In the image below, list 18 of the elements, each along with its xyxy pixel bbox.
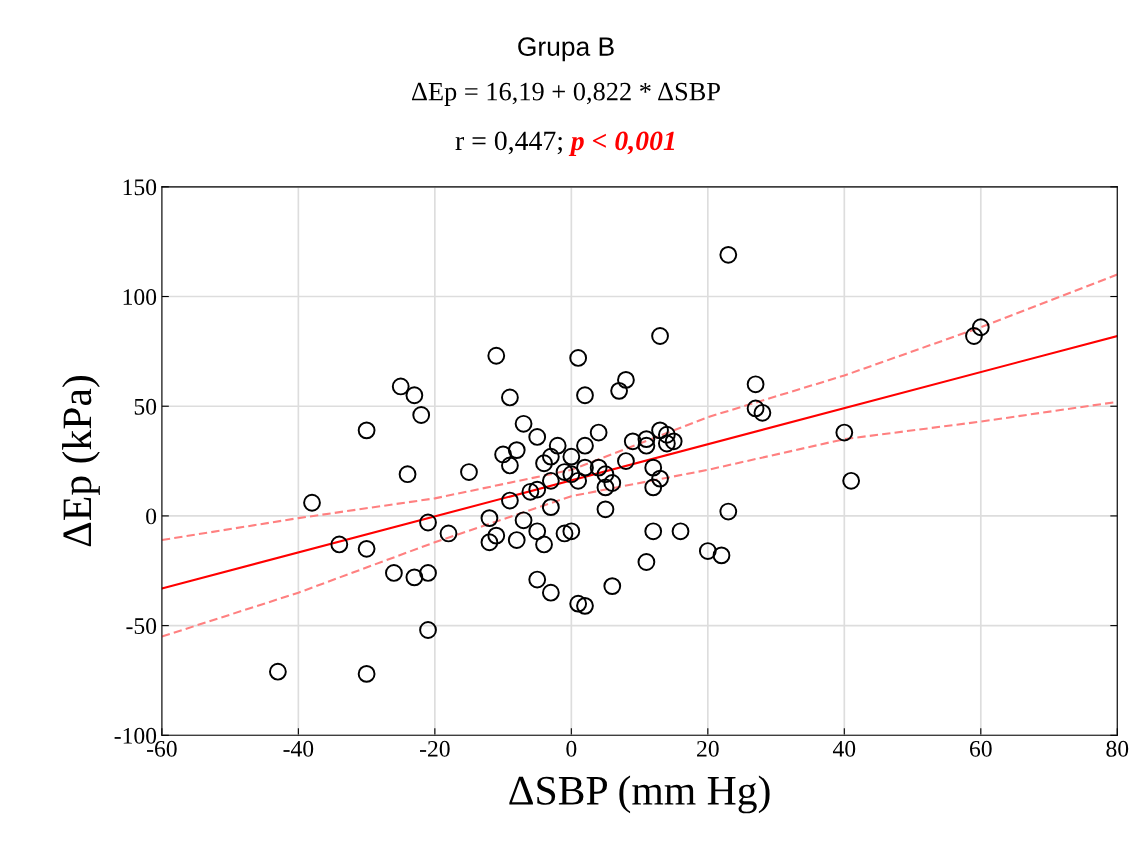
- x-tick-label: -40: [283, 740, 314, 757]
- y-tick-label: 0: [146, 508, 157, 525]
- y-tick-label: -50: [126, 618, 157, 635]
- x-tick-label: 80: [1106, 740, 1129, 757]
- chart-title: Grupa B: [518, 37, 614, 62]
- chart-subtitle: ΔEp = 16,19 + 0,822 * ΔSBP: [411, 82, 720, 106]
- y-tick-label: 150: [123, 179, 157, 196]
- x-tick-label: 20: [697, 740, 719, 757]
- y-tick-label: 50: [134, 398, 157, 415]
- x-tick-label: 0: [566, 740, 577, 757]
- x-axis-title: ΔSBP (mm Hg): [509, 775, 770, 814]
- y-tick-label: 100: [123, 289, 157, 305]
- y-axis-title: ΔEp (kPa): [62, 376, 100, 547]
- x-tick-label: 60: [970, 740, 992, 757]
- x-tick-label: 40: [832, 740, 856, 757]
- text: r = 0,447;: [455, 131, 562, 155]
- text: p < 0,001: [568, 131, 675, 156]
- x-tick-label: -20: [419, 740, 450, 757]
